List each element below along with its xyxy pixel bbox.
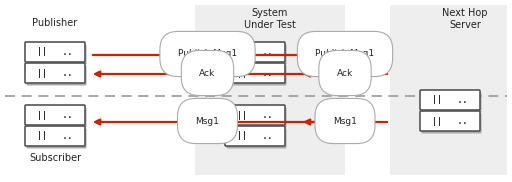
- Text: ||: ||: [37, 110, 47, 120]
- Text: ||: ||: [37, 132, 47, 141]
- Text: ||: ||: [432, 116, 442, 126]
- Bar: [390, 5, 507, 175]
- FancyBboxPatch shape: [420, 111, 480, 131]
- FancyBboxPatch shape: [421, 92, 481, 112]
- Text: ||: ||: [237, 68, 247, 78]
- FancyBboxPatch shape: [225, 105, 285, 125]
- Text: ||: ||: [432, 96, 442, 104]
- FancyBboxPatch shape: [225, 126, 285, 146]
- Text: Next Hop
Server: Next Hop Server: [442, 8, 488, 30]
- Text: ||: ||: [37, 48, 47, 56]
- FancyBboxPatch shape: [25, 105, 85, 125]
- Text: ..: ..: [62, 110, 74, 120]
- FancyBboxPatch shape: [421, 114, 481, 134]
- Text: Ack: Ack: [337, 68, 353, 78]
- FancyBboxPatch shape: [226, 66, 287, 86]
- Text: Publisher: Publisher: [32, 18, 78, 28]
- Text: ..: ..: [457, 116, 468, 126]
- FancyBboxPatch shape: [27, 45, 87, 64]
- Text: ||: ||: [237, 110, 247, 120]
- Text: ..: ..: [262, 47, 273, 57]
- FancyBboxPatch shape: [27, 66, 87, 86]
- Text: ..: ..: [62, 68, 74, 78]
- Text: Msg1: Msg1: [196, 116, 220, 126]
- FancyBboxPatch shape: [225, 42, 285, 62]
- Bar: [195, 5, 345, 175]
- FancyBboxPatch shape: [27, 128, 87, 149]
- Text: Publish Msg1: Publish Msg1: [315, 50, 375, 58]
- Text: Msg1: Msg1: [333, 116, 357, 126]
- FancyBboxPatch shape: [25, 42, 85, 62]
- Text: ..: ..: [62, 131, 74, 141]
- Text: Publish Msg1: Publish Msg1: [178, 50, 237, 58]
- Text: ..: ..: [457, 95, 468, 105]
- FancyBboxPatch shape: [226, 108, 287, 128]
- FancyBboxPatch shape: [25, 126, 85, 146]
- Text: Ack: Ack: [199, 68, 216, 78]
- Text: ||: ||: [237, 132, 247, 141]
- Text: ..: ..: [262, 131, 273, 141]
- Text: ||: ||: [37, 68, 47, 78]
- FancyBboxPatch shape: [25, 63, 85, 83]
- Text: ..: ..: [62, 47, 74, 57]
- FancyBboxPatch shape: [420, 90, 480, 110]
- Text: ..: ..: [262, 110, 273, 120]
- Text: Subscriber: Subscriber: [29, 153, 81, 163]
- FancyBboxPatch shape: [226, 45, 287, 64]
- FancyBboxPatch shape: [226, 128, 287, 149]
- Text: ||: ||: [237, 48, 247, 56]
- Text: System
Under Test: System Under Test: [244, 8, 296, 30]
- FancyBboxPatch shape: [27, 108, 87, 128]
- Text: ..: ..: [262, 68, 273, 78]
- FancyBboxPatch shape: [225, 63, 285, 83]
